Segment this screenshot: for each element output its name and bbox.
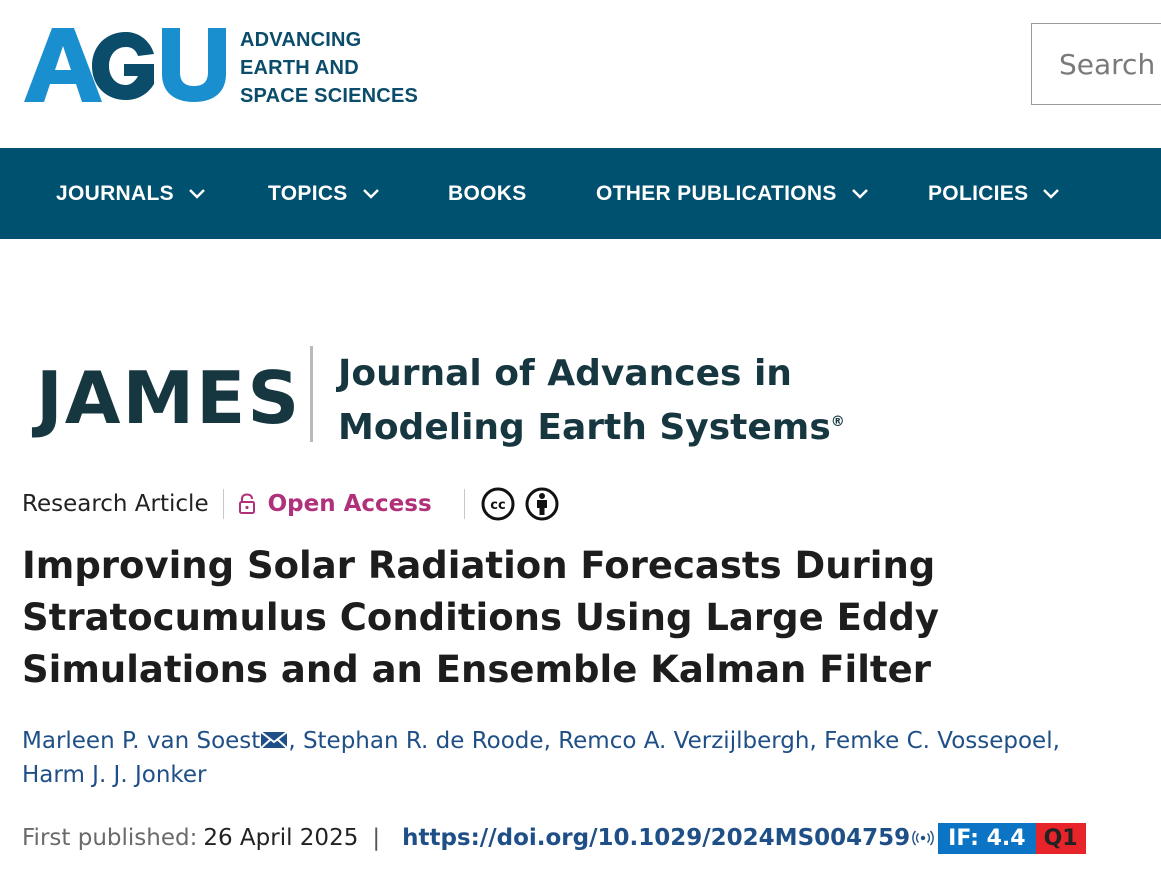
nav-item-journals[interactable]: JOURNALS bbox=[56, 148, 206, 239]
banner-divider bbox=[310, 346, 313, 442]
nav-item-policies[interactable]: POLICIES bbox=[928, 148, 1060, 239]
chevron-down-icon bbox=[362, 188, 379, 199]
first-published-date: 26 April 2025 bbox=[203, 825, 359, 851]
trademark: ® bbox=[830, 414, 845, 430]
nav-item-books[interactable]: BOOKS bbox=[448, 148, 527, 239]
nav-label: POLICIES bbox=[928, 181, 1029, 205]
first-published-label: First published: bbox=[22, 825, 198, 851]
nav-label: JOURNALS bbox=[56, 181, 174, 205]
separator: | bbox=[372, 825, 381, 851]
author-link[interactable]: Stephan R. de Roode bbox=[302, 728, 544, 754]
chevron-down-icon bbox=[1043, 188, 1060, 199]
nav-label: OTHER PUBLICATIONS bbox=[596, 181, 837, 205]
author-link[interactable]: Harm J. J. Jonker bbox=[22, 762, 207, 788]
divider bbox=[222, 489, 224, 519]
author-link[interactable]: Femke C. Vossepoel bbox=[824, 728, 1053, 754]
site-header: ADVANCING EARTH AND SPACE SCIENCES bbox=[0, 0, 1161, 148]
mail-icon[interactable] bbox=[260, 730, 288, 750]
publication-info: First published: 26 April 2025 | https:/… bbox=[22, 818, 1086, 858]
author-link[interactable]: Remco A. Verzijlbergh bbox=[558, 728, 810, 754]
journal-title-line1: Journal of Advances in bbox=[338, 353, 792, 394]
main-nav: JOURNALS TOPICS BOOKS OTHER PUBLICATIONS… bbox=[0, 148, 1161, 239]
altmetric-signal-icon[interactable] bbox=[912, 830, 934, 846]
nav-item-other-publications[interactable]: OTHER PUBLICATIONS bbox=[596, 148, 869, 239]
agu-logo-mark bbox=[24, 28, 226, 102]
quartile-badge: Q1 bbox=[1035, 822, 1086, 854]
search-input[interactable] bbox=[1032, 24, 1161, 104]
open-access-badge[interactable]: Open Access bbox=[238, 491, 432, 517]
svg-text:cc: cc bbox=[490, 498, 505, 513]
agu-logo-text: ADVANCING EARTH AND SPACE SCIENCES bbox=[240, 29, 419, 107]
journal-abbrev: JAMES bbox=[36, 356, 302, 440]
author-list: Marleen P. van Soest, Stephan R. de Rood… bbox=[22, 728, 1060, 788]
open-access-label: Open Access bbox=[267, 491, 432, 517]
article-title: Improving Solar Radiation Forecasts Duri… bbox=[22, 544, 939, 691]
by-attribution-icon[interactable] bbox=[525, 487, 559, 521]
author-link[interactable]: Marleen P. van Soest bbox=[22, 728, 261, 754]
doi-link[interactable]: https://doi.org/10.1029/2024MS004759 bbox=[402, 825, 911, 851]
license-icons[interactable]: cc bbox=[481, 487, 569, 521]
journal-title-line2: Modeling Earth Systems bbox=[338, 407, 831, 448]
nav-item-topics[interactable]: TOPICS bbox=[268, 148, 380, 239]
article-type: Research Article bbox=[22, 491, 209, 517]
journal-banner[interactable]: JAMES Journal of Advances in Modeling Ea… bbox=[22, 340, 852, 450]
journal-title: Journal of Advances in Modeling Earth Sy… bbox=[338, 350, 845, 452]
cc-icon[interactable]: cc bbox=[481, 487, 515, 521]
unlock-icon bbox=[238, 493, 255, 514]
nav-label: BOOKS bbox=[448, 181, 527, 205]
chevron-down-icon bbox=[189, 188, 205, 199]
impact-factor-badge: IF: 4.4 bbox=[938, 822, 1036, 854]
divider bbox=[463, 489, 465, 519]
nav-label: TOPICS bbox=[268, 181, 348, 205]
article-meta: Research Article Open Access cc bbox=[22, 486, 569, 522]
search-box[interactable] bbox=[1031, 23, 1161, 105]
chevron-down-icon bbox=[851, 188, 868, 199]
